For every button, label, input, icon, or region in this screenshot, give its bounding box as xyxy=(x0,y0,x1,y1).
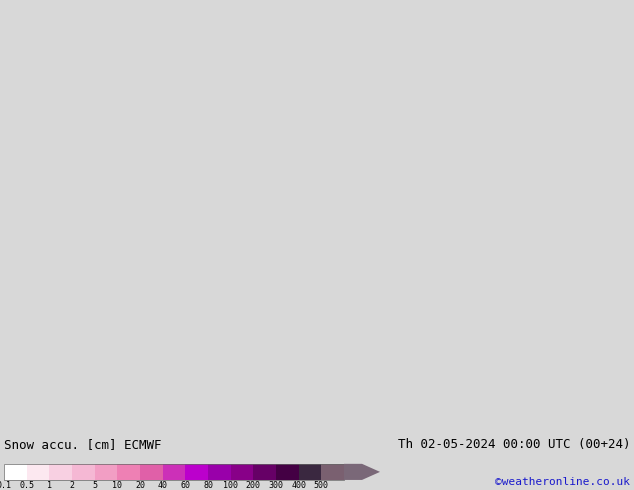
Text: 2: 2 xyxy=(70,482,75,490)
Bar xyxy=(299,464,321,480)
Text: 0.5: 0.5 xyxy=(19,482,34,490)
Bar xyxy=(254,464,276,480)
Text: ©weatheronline.co.uk: ©weatheronline.co.uk xyxy=(495,477,630,487)
Bar xyxy=(4,464,27,480)
Bar xyxy=(276,464,299,480)
Text: 40: 40 xyxy=(158,482,167,490)
Bar xyxy=(140,464,163,480)
Text: Snow accu. [cm] ECMWF: Snow accu. [cm] ECMWF xyxy=(4,438,162,451)
Bar xyxy=(185,464,208,480)
Bar xyxy=(4,464,344,480)
Text: 400: 400 xyxy=(291,482,306,490)
Text: 10: 10 xyxy=(112,482,122,490)
Text: 60: 60 xyxy=(180,482,190,490)
Text: 5: 5 xyxy=(92,482,97,490)
Text: 0.1: 0.1 xyxy=(0,482,11,490)
Text: 200: 200 xyxy=(246,482,261,490)
Bar xyxy=(27,464,49,480)
Bar xyxy=(117,464,140,480)
Bar xyxy=(231,464,254,480)
Text: 1: 1 xyxy=(47,482,52,490)
Bar xyxy=(208,464,231,480)
Text: 300: 300 xyxy=(269,482,283,490)
Bar xyxy=(94,464,117,480)
Bar xyxy=(72,464,94,480)
Text: 20: 20 xyxy=(135,482,145,490)
Bar xyxy=(321,464,344,480)
Bar xyxy=(163,464,185,480)
Text: 100: 100 xyxy=(223,482,238,490)
Text: Th 02-05-2024 00:00 UTC (00+24): Th 02-05-2024 00:00 UTC (00+24) xyxy=(398,438,630,451)
Text: 80: 80 xyxy=(203,482,213,490)
Text: 500: 500 xyxy=(314,482,329,490)
Bar xyxy=(49,464,72,480)
FancyArrow shape xyxy=(344,464,380,480)
